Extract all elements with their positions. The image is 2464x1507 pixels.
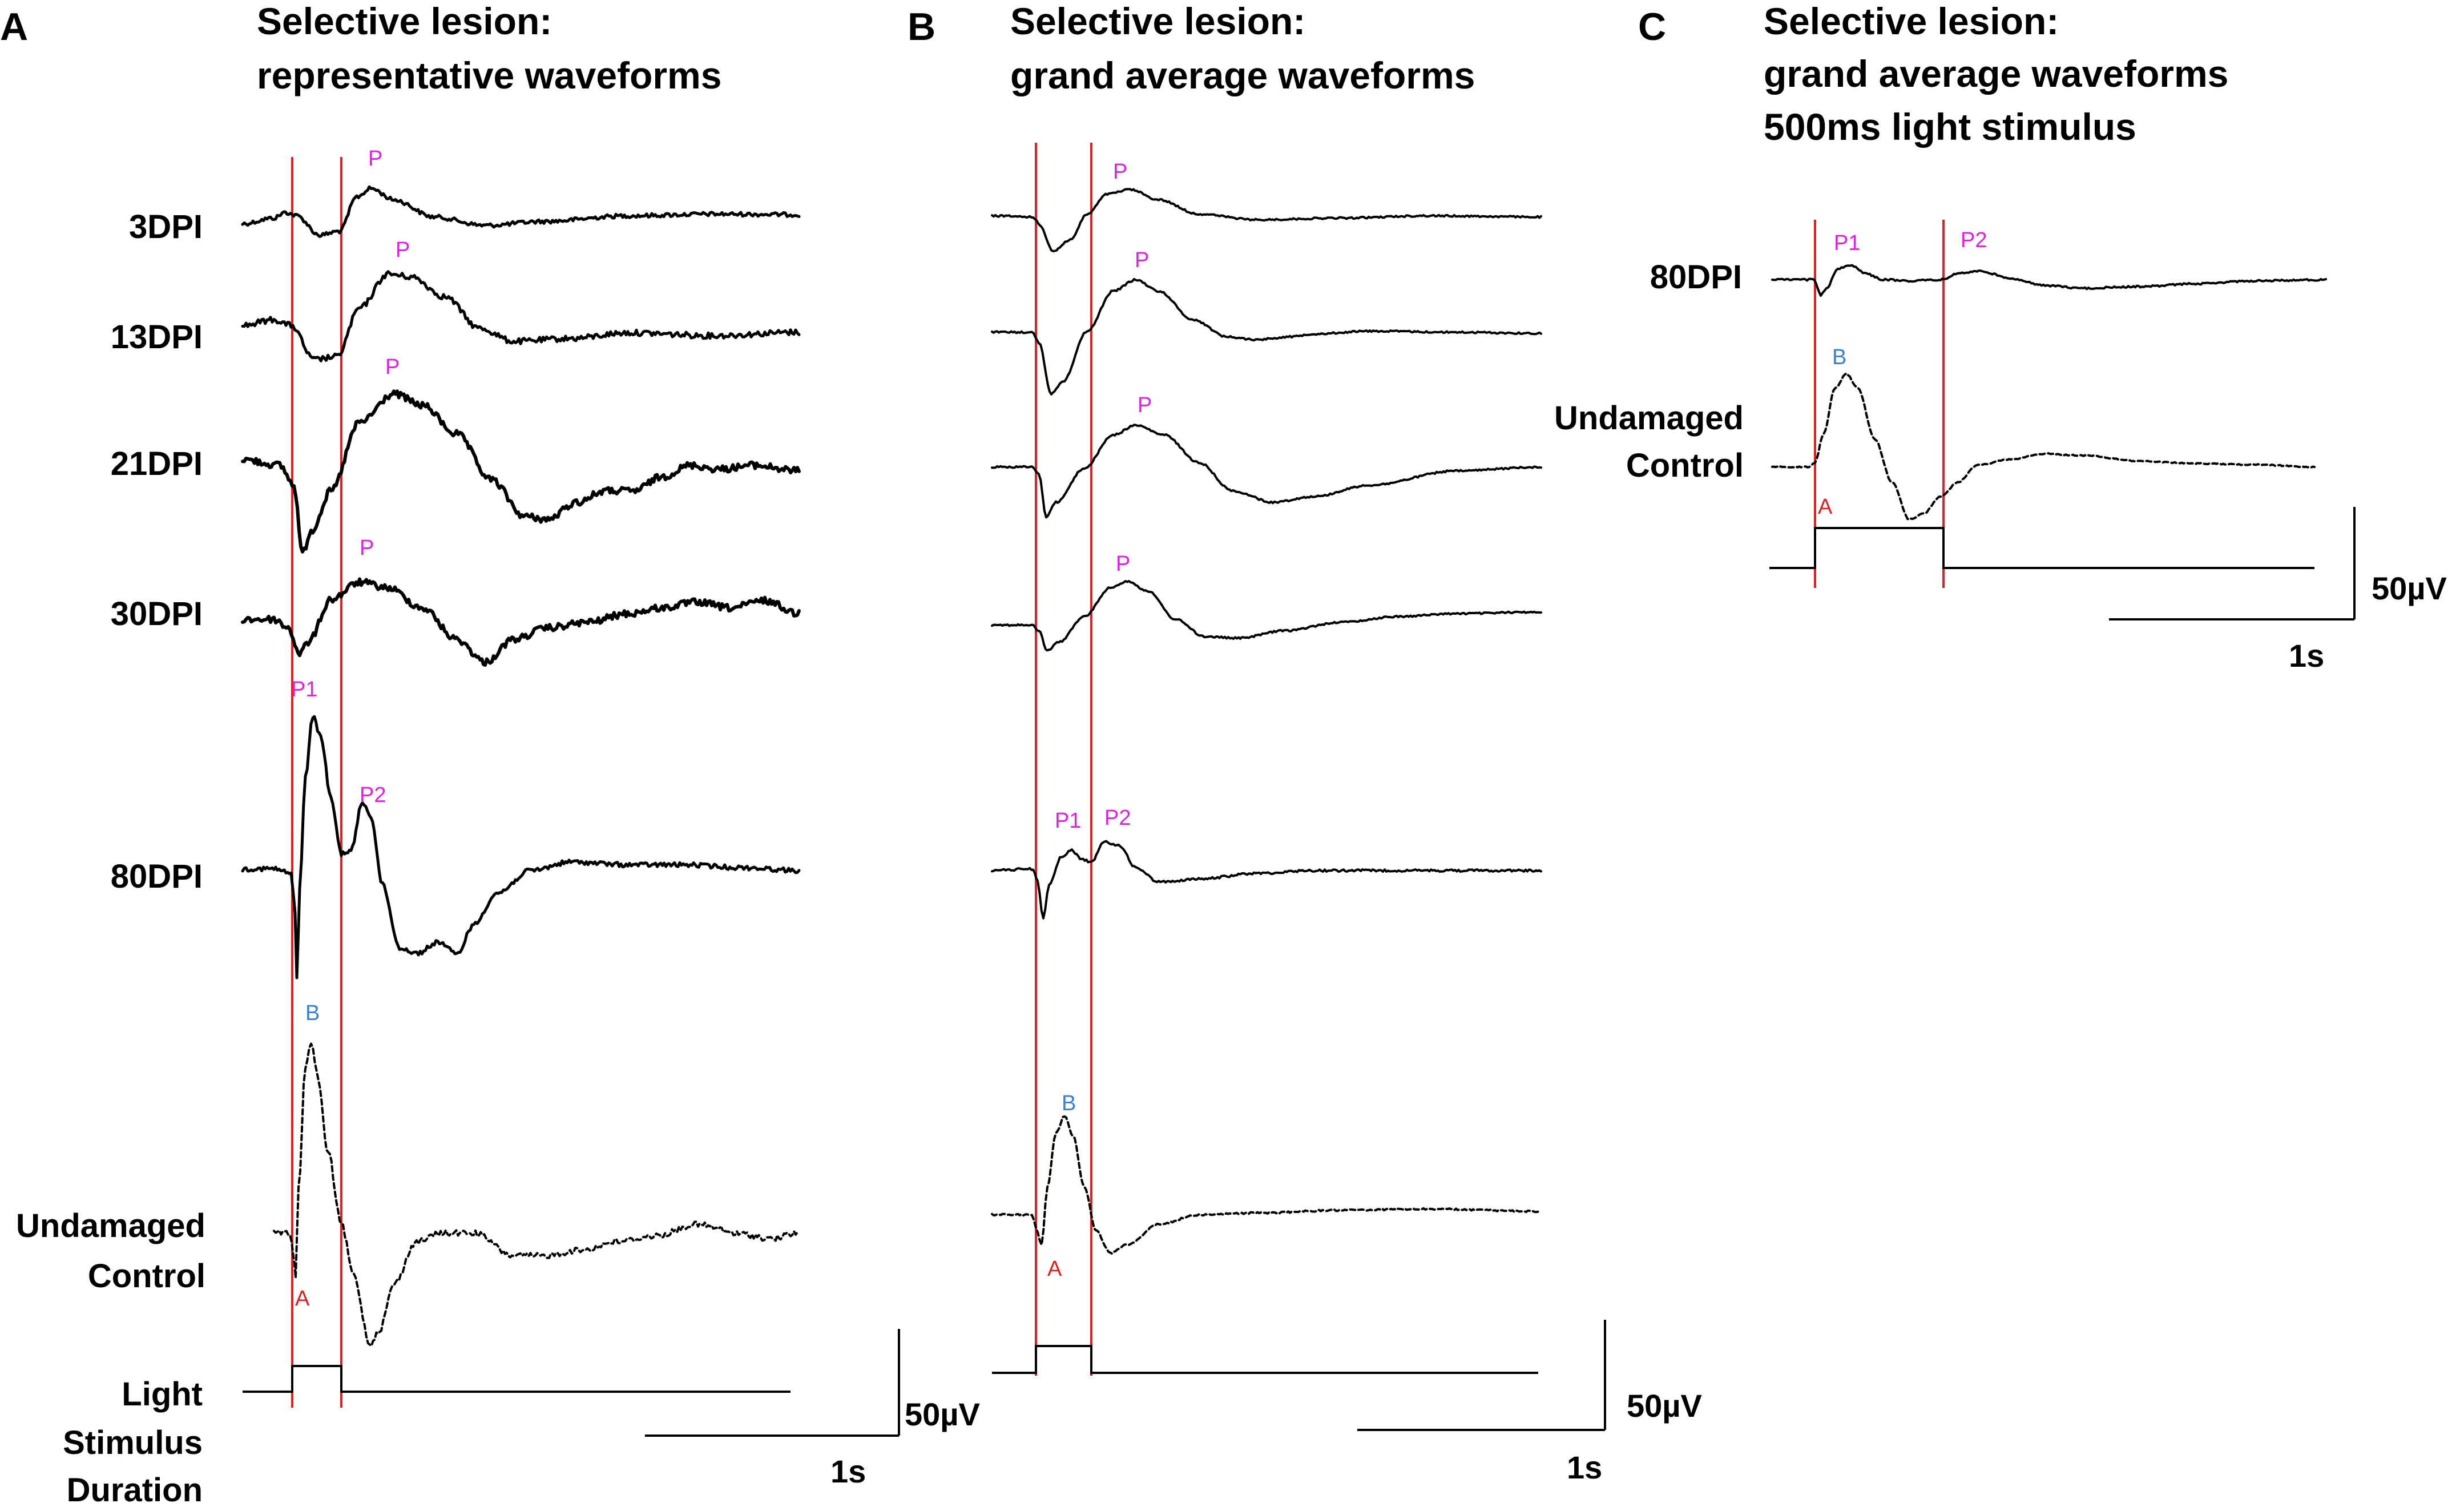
panel-b-peak-30dpi: P [1116,552,1130,576]
panel-a-label-30dpi: 30DPI [111,595,203,632]
panel-b-peak-21dpi: P [1138,393,1152,417]
panel-a-peak-80dpi-p1: P1 [291,678,317,702]
panel-a-peak-21dpi: P [385,355,400,379]
panel-b-peak-13dpi: P [1135,248,1149,272]
panel-b-peak-80dpi-p1: P1 [1055,809,1081,833]
panel-a-trace-13dpi [241,270,801,362]
panel-a-label-13dpi: 13DPI [111,319,203,356]
panel-b-time-scale-label: 1s [1567,1449,1602,1485]
panel-a: A Selective lesion: representative wavef… [0,0,980,1507]
panel-a-peak-b-wave: B [305,1001,320,1025]
panel-b-title-line-1: Selective lesion: [1010,0,1305,42]
panel-a-stimulus-trace [243,1365,791,1393]
panel-a-peak-30dpi: P [360,536,374,560]
panel-a-peak-13dpi: P [396,238,410,262]
panel-c-title-line-3: 500ms light stimulus [1764,106,2136,148]
panel-a-label-control-1: Undamaged [16,1207,205,1244]
panel-c-letter: C [1638,5,1666,49]
panel-a-trace-control [273,1042,800,1347]
panel-a-title-line-2: representative waveforms [257,54,721,96]
panel-c-peak-a-wave: A [1818,495,1833,519]
panel-a-label-80dpi: 80DPI [111,858,203,895]
panel-a-letter: A [0,5,28,49]
panel-a-label-stimulus-3: Duration [67,1472,203,1507]
panel-c-label-80dpi: 80DPI [1650,259,1742,296]
panel-b-peak-3dpi: P [1113,160,1127,184]
panel-c-label-control-2: Control [1626,447,1744,484]
panel-b: B Selective lesion: grand average wavefo… [908,0,1702,1485]
panel-b-trace-30dpi [991,579,1542,652]
panel-c-time-scale-label: 1s [2289,638,2324,674]
panel-a-voltage-scale-label: 50µV [905,1396,980,1432]
panel-c-trace-control [1771,372,2316,521]
panel-c-label-control-1: Undamaged [1554,400,1744,437]
panel-a-peak-3dpi: P [368,147,382,171]
panel-a-label-stimulus-1: Light [122,1376,203,1413]
panel-b-trace-control [991,1115,1539,1255]
panel-b-stimulus-trace [992,1345,1538,1374]
panel-a-title-line-1: Selective lesion: [257,0,552,42]
panel-c-peak-80dpi-p1: P1 [1834,231,1860,255]
panel-a-peak-80dpi-p2: P2 [360,783,386,807]
panel-b-trace-80dpi [991,840,1542,920]
panel-c-stimulus-trace [1769,527,2314,569]
panel-b-peak-b-wave: B [1062,1091,1076,1115]
panel-a-peak-a-wave: A [295,1287,310,1311]
panel-a-label-stimulus-2: Stimulus [63,1424,203,1461]
panel-b-trace-21dpi [991,424,1542,519]
panel-b-trace-13dpi [991,277,1542,396]
panel-a-trace-3dpi [241,185,801,238]
panel-a-trace-21dpi [241,389,801,554]
panel-b-peak-a-wave: A [1047,1257,1062,1281]
panel-b-letter: B [908,5,935,49]
panel-c-peak-80dpi-p2: P2 [1961,228,1987,252]
panel-a-label-21dpi: 21DPI [111,445,203,482]
panel-c-title-line-2: grand average waveforms [1764,53,2228,95]
panel-a-trace-80dpi [241,715,801,980]
panel-a-time-scale-label: 1s [830,1453,866,1489]
panel-c-voltage-scale-label: 50µV [2372,570,2447,606]
panel-b-peak-80dpi-p2: P2 [1104,806,1131,830]
panel-c-peak-b-wave: B [1832,345,1846,369]
panel-a-label-control-2: Control [88,1258,205,1295]
panel-c: C Selective lesion: grand average wavefo… [1554,0,2447,674]
panel-b-title-line-2: grand average waveforms [1010,54,1475,96]
panel-b-trace-3dpi [991,188,1542,253]
panel-a-trace-30dpi [241,577,801,667]
panel-c-trace-80dpi [1771,264,2327,297]
panel-a-label-3dpi: 3DPI [129,208,203,245]
panel-b-voltage-scale-label: 50µV [1627,1388,1702,1424]
panel-c-title-line-1: Selective lesion: [1764,0,2059,42]
